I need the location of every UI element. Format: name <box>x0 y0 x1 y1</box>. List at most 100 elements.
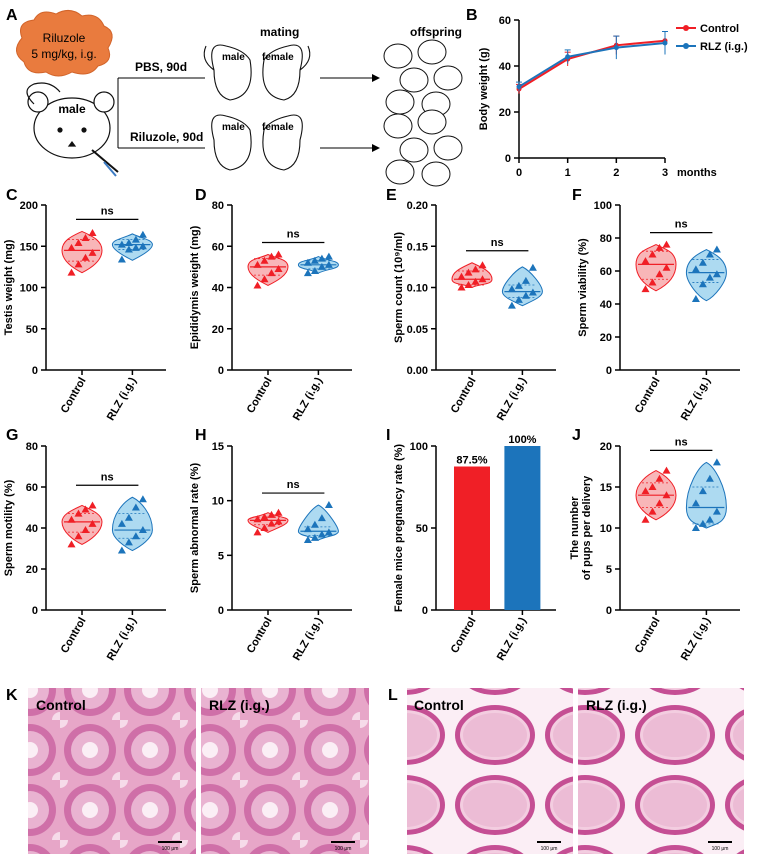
panel-letter-e: E <box>386 187 397 204</box>
j-data-point <box>691 524 700 531</box>
k-control-label: Control <box>36 697 86 713</box>
panel-letter-l: L <box>388 687 398 704</box>
g-y-tick-label: 40 <box>26 523 38 535</box>
h-data-point <box>317 514 326 522</box>
k-rlz-label: RLZ (i.g.) <box>209 697 270 713</box>
c-violin-rlz <box>111 233 153 261</box>
d-data-point <box>303 269 312 277</box>
d-data-point <box>324 260 333 268</box>
f-y-tick-label: 40 <box>600 299 612 311</box>
e-data-point <box>478 275 487 283</box>
e-data-point <box>457 283 466 291</box>
j-y-tick-label: 0 <box>606 605 612 617</box>
f-data-point <box>691 265 700 273</box>
e-data-point <box>528 288 537 296</box>
e-y-tick-label: 0.15 <box>407 241 428 253</box>
b-x-tick-label: 2 <box>613 167 619 179</box>
g-data-point <box>117 519 126 527</box>
j-data-point <box>655 499 664 507</box>
c-data-point <box>81 234 90 241</box>
g-data-point <box>138 495 147 503</box>
h-data-point <box>260 513 269 521</box>
panel-letter-i: I <box>386 427 390 444</box>
e-violin-rlz <box>501 266 543 307</box>
c-data-point <box>74 238 83 246</box>
l-control-label: Control <box>414 697 464 713</box>
l-rlz-label: RLZ (i.g.) <box>586 697 647 713</box>
e-data-point <box>457 272 466 280</box>
j-y-label-2: of pups per delivery <box>581 475 593 580</box>
f-data-point <box>641 285 650 293</box>
d-y-tick-label: 60 <box>212 241 224 253</box>
mouse-icon <box>26 82 119 177</box>
c-data-point <box>117 240 126 248</box>
g-data-point <box>88 501 97 509</box>
h-y-tick-label: 10 <box>212 496 224 508</box>
h-y-tick-label: 15 <box>212 441 224 453</box>
c-data-point <box>67 243 76 251</box>
c-x-tick-label: RLZ (i.g.) <box>105 375 139 423</box>
d-y-tick-label: 80 <box>212 200 224 212</box>
panel-letter-d: D <box>195 187 207 204</box>
b-y-tick-label: 60 <box>499 15 511 27</box>
h-data-point <box>267 510 276 518</box>
d-data-point <box>310 267 319 274</box>
b-series-line-control <box>518 39 666 90</box>
d-x-tick-label: RLZ (i.g.) <box>291 375 325 423</box>
h-x-tick-label: RLZ (i.g.) <box>291 615 325 663</box>
c-y-tick-label: 50 <box>26 324 38 336</box>
g-x-tick-label: RLZ (i.g.) <box>105 615 139 663</box>
e-data-point <box>464 268 473 276</box>
i-bar-control <box>454 466 490 610</box>
d-data-point <box>260 256 269 264</box>
j-y-tick-label: 5 <box>606 564 612 576</box>
b-x-tick-label: 3 <box>662 167 668 179</box>
panel-letter-f: F <box>572 187 582 204</box>
j-data-point <box>641 487 650 495</box>
f-ns-label: ns <box>675 219 688 231</box>
g-data-point <box>67 540 76 548</box>
j-data-point <box>641 515 650 523</box>
i-bar-value-label: 87.5% <box>456 455 487 467</box>
mating-pair-bottom <box>211 114 303 171</box>
k-control-image <box>28 688 196 854</box>
i-y-tick-label: 0 <box>422 605 428 617</box>
c-data-point <box>138 230 147 238</box>
b-x-unit: months <box>677 167 717 179</box>
g-ns-label: ns <box>101 471 114 483</box>
panel-letter-j: J <box>572 427 581 444</box>
g-data-point <box>138 526 147 534</box>
e-y-tick-label: 0.00 <box>407 365 428 377</box>
c-data-point <box>88 248 97 256</box>
panel-letter-k: K <box>6 687 18 704</box>
e-data-point <box>528 263 537 271</box>
offspring-group-top <box>383 39 463 117</box>
j-y-label-1: The number <box>569 496 581 560</box>
e-data-point <box>507 285 516 293</box>
j-data-point <box>698 487 707 495</box>
mating-female-bottom: female <box>262 122 294 133</box>
b-data-point <box>516 84 522 90</box>
d-y-tick-label: 20 <box>212 324 224 336</box>
f-y-tick-label: 60 <box>600 266 612 278</box>
d-data-point <box>267 252 276 260</box>
panel-letter-h: H <box>195 427 207 444</box>
g-data-point <box>81 505 90 513</box>
f-x-tick-label: RLZ (i.g.) <box>679 375 713 423</box>
g-data-point <box>131 532 140 540</box>
offspring-group-bottom <box>383 109 463 187</box>
f-data-point <box>655 270 664 278</box>
h-ns-label: ns <box>287 479 300 491</box>
f-data-point <box>698 258 707 266</box>
drug-label-2: 5 mg/kg, i.g. <box>31 47 96 61</box>
h-data-point <box>253 515 262 523</box>
j-y-tick-label: 15 <box>600 482 612 494</box>
k-rlz-image <box>201 688 369 854</box>
panel-letter-g: G <box>6 427 18 444</box>
e-x-tick-label: RLZ (i.g.) <box>495 375 529 423</box>
d-data-point <box>310 256 319 264</box>
f-data-point <box>641 257 650 265</box>
c-y-tick-label: 200 <box>20 200 38 212</box>
j-data-point <box>705 515 714 523</box>
